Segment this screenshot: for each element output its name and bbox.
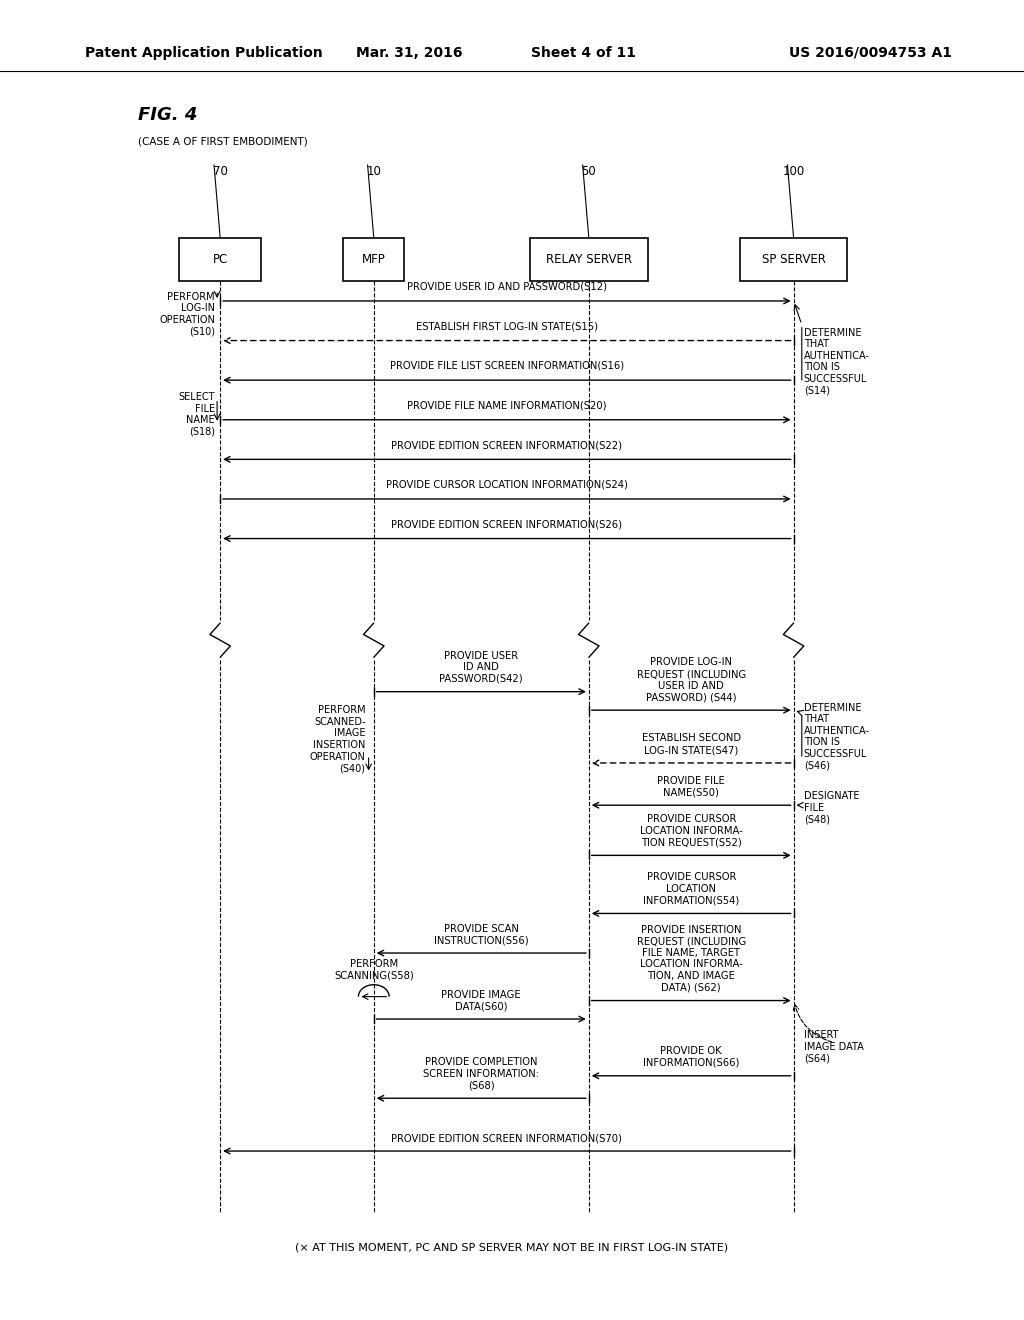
Text: SP SERVER: SP SERVER <box>762 253 825 265</box>
Text: FIG. 4: FIG. 4 <box>138 106 198 124</box>
Text: (× AT THIS MOMENT, PC AND SP SERVER MAY NOT BE IN FIRST LOG-IN STATE): (× AT THIS MOMENT, PC AND SP SERVER MAY … <box>296 1242 728 1253</box>
Text: (CASE A OF FIRST EMBODIMENT): (CASE A OF FIRST EMBODIMENT) <box>138 136 308 147</box>
Text: SELECT
FILE
NAME
(S18): SELECT FILE NAME (S18) <box>178 392 215 437</box>
Text: PROVIDE CURSOR LOCATION INFORMATION(S24): PROVIDE CURSOR LOCATION INFORMATION(S24) <box>386 479 628 490</box>
Text: PROVIDE LOG-IN
REQUEST (INCLUDING
USER ID AND
PASSWORD) (S44): PROVIDE LOG-IN REQUEST (INCLUDING USER I… <box>637 657 745 702</box>
Text: DESIGNATE
FILE
(S48): DESIGNATE FILE (S48) <box>804 791 859 825</box>
Text: PROVIDE IMAGE
DATA(S60): PROVIDE IMAGE DATA(S60) <box>441 990 521 1011</box>
Text: PROVIDE FILE
NAME(S50): PROVIDE FILE NAME(S50) <box>657 776 725 797</box>
Text: 10: 10 <box>367 165 381 178</box>
Text: PROVIDE CURSOR
LOCATION
INFORMATION(S54): PROVIDE CURSOR LOCATION INFORMATION(S54) <box>643 873 739 906</box>
Text: 70: 70 <box>213 165 227 178</box>
Text: PROVIDE USER
ID AND
PASSWORD(S42): PROVIDE USER ID AND PASSWORD(S42) <box>439 651 523 684</box>
Text: 50: 50 <box>582 165 596 178</box>
Text: PROVIDE SCAN
INSTRUCTION(S56): PROVIDE SCAN INSTRUCTION(S56) <box>434 924 528 945</box>
Bar <box>179 238 261 281</box>
Text: PROVIDE CURSOR
LOCATION INFORMA-
TION REQUEST(S52): PROVIDE CURSOR LOCATION INFORMA- TION RE… <box>640 814 742 847</box>
Text: PROVIDE EDITION SCREEN INFORMATION(S70): PROVIDE EDITION SCREEN INFORMATION(S70) <box>391 1133 623 1143</box>
Text: PROVIDE EDITION SCREEN INFORMATION(S22): PROVIDE EDITION SCREEN INFORMATION(S22) <box>391 440 623 450</box>
Text: PROVIDE EDITION SCREEN INFORMATION(S26): PROVIDE EDITION SCREEN INFORMATION(S26) <box>391 519 623 529</box>
Text: INSERT
IMAGE DATA
(S64): INSERT IMAGE DATA (S64) <box>804 1030 863 1064</box>
Text: PERFORM
LOG-IN
OPERATION
(S10): PERFORM LOG-IN OPERATION (S10) <box>159 292 215 337</box>
Bar <box>530 238 647 281</box>
Text: PERFORM
SCANNING(S58): PERFORM SCANNING(S58) <box>334 960 414 981</box>
Text: PROVIDE USER ID AND PASSWORD(S12): PROVIDE USER ID AND PASSWORD(S12) <box>407 281 607 292</box>
Text: DETERMINE
THAT
AUTHENTICA-
TION IS
SUCCESSFUL
(S14): DETERMINE THAT AUTHENTICA- TION IS SUCCE… <box>804 327 869 396</box>
Bar <box>739 238 848 281</box>
Text: PC: PC <box>213 253 227 265</box>
Text: PERFORM
SCANNED-
IMAGE
INSERTION
OPERATION
(S40): PERFORM SCANNED- IMAGE INSERTION OPERATI… <box>309 705 366 774</box>
Text: Sheet 4 of 11: Sheet 4 of 11 <box>531 46 636 59</box>
Text: PROVIDE FILE NAME INFORMATION(S20): PROVIDE FILE NAME INFORMATION(S20) <box>408 400 606 411</box>
Text: Mar. 31, 2016: Mar. 31, 2016 <box>356 46 463 59</box>
Text: 100: 100 <box>782 165 805 178</box>
Text: RELAY SERVER: RELAY SERVER <box>546 253 632 265</box>
Text: Patent Application Publication: Patent Application Publication <box>85 46 323 59</box>
Text: ESTABLISH FIRST LOG-IN STATE(S15): ESTABLISH FIRST LOG-IN STATE(S15) <box>416 321 598 331</box>
Text: MFP: MFP <box>361 253 386 265</box>
Text: US 2016/0094753 A1: US 2016/0094753 A1 <box>788 46 952 59</box>
Text: ESTABLISH SECOND
LOG-IN STATE(S47): ESTABLISH SECOND LOG-IN STATE(S47) <box>642 734 740 755</box>
Text: PROVIDE INSERTION
REQUEST (INCLUDING
FILE NAME, TARGET
LOCATION INFORMA-
TION, A: PROVIDE INSERTION REQUEST (INCLUDING FIL… <box>637 924 745 993</box>
Text: PROVIDE OK
INFORMATION(S66): PROVIDE OK INFORMATION(S66) <box>643 1047 739 1068</box>
Text: DETERMINE
THAT
AUTHENTICA-
TION IS
SUCCESSFUL
(S46): DETERMINE THAT AUTHENTICA- TION IS SUCCE… <box>804 702 869 771</box>
Text: PROVIDE COMPLETION
SCREEN INFORMATION:
(S68): PROVIDE COMPLETION SCREEN INFORMATION: (… <box>423 1057 540 1090</box>
Text: PROVIDE FILE LIST SCREEN INFORMATION(S16): PROVIDE FILE LIST SCREEN INFORMATION(S16… <box>390 360 624 371</box>
Bar <box>343 238 404 281</box>
